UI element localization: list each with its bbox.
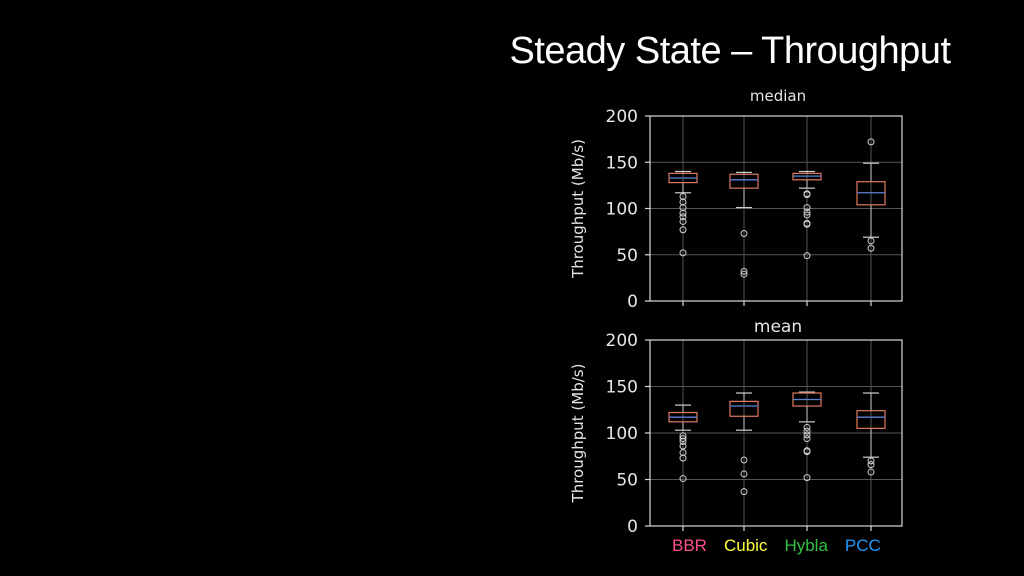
- outlier-point-bbr: [679, 249, 687, 257]
- outlier-point-cubic: [740, 488, 748, 496]
- legend-item-cubic: Cubic: [723, 536, 768, 555]
- y-tick-label: 0: [627, 292, 638, 312]
- box-cubic: [729, 173, 759, 189]
- box-cubic: [729, 400, 759, 417]
- outlier-point-bbr: [679, 475, 687, 483]
- outlier-point-bbr: [679, 442, 687, 450]
- outlier-point-bbr: [679, 437, 687, 445]
- outlier-point-hybla: [803, 431, 811, 439]
- y-axis-label: Throughput (Mb/s): [569, 139, 587, 279]
- y-tick-label: 100: [606, 200, 638, 220]
- y-tick-label: 200: [606, 331, 638, 351]
- y-tick-label: 150: [606, 153, 638, 173]
- outlier-point-cubic: [740, 270, 748, 278]
- outlier-point-hybla: [803, 191, 811, 199]
- chart-title: mean: [754, 317, 802, 337]
- y-tick-label: 0: [627, 517, 638, 537]
- outlier-point-bbr: [679, 435, 687, 443]
- outlier-point-cubic: [740, 470, 748, 478]
- outlier-point-cubic: [740, 229, 748, 237]
- outlier-point-hybla: [803, 474, 811, 482]
- legend-item-bbr: BBR: [672, 536, 707, 555]
- outlier-point-pcc: [867, 461, 875, 469]
- legend-item-pcc: PCC: [844, 536, 881, 555]
- slide-title: Steady State – Throughput: [509, 30, 951, 72]
- outlier-point-hybla: [803, 427, 811, 435]
- outlier-point-hybla: [803, 252, 811, 260]
- outlier-point-pcc: [867, 244, 875, 252]
- outlier-point-bbr: [679, 454, 687, 462]
- outlier-point-hybla: [803, 211, 811, 219]
- outlier-point-pcc: [867, 457, 875, 465]
- outlier-point-hybla: [803, 208, 811, 216]
- outlier-point-hybla: [803, 448, 811, 456]
- outlier-point-bbr: [679, 226, 687, 234]
- y-tick-label: 100: [606, 424, 638, 444]
- outlier-point-hybla: [803, 435, 811, 443]
- outlier-point-pcc: [867, 237, 875, 245]
- outlier-point-pcc: [867, 468, 875, 476]
- y-tick-label: 50: [616, 246, 638, 266]
- outlier-point-cubic: [740, 267, 748, 275]
- outlier-point-hybla: [803, 204, 811, 212]
- legend: BBR Cubic Hybla PCC: [672, 536, 881, 556]
- outlier-point-cubic: [740, 456, 748, 464]
- y-axis-label: Throughput (Mb/s): [569, 364, 587, 504]
- y-tick-label: 150: [606, 378, 638, 398]
- box-pcc: [856, 410, 886, 429]
- outlier-point-bbr: [679, 213, 687, 221]
- y-tick-label: 200: [606, 107, 638, 127]
- outlier-point-hybla: [803, 220, 811, 228]
- legend-item-hybla: Hybla: [784, 536, 828, 555]
- chart-title: median: [750, 87, 806, 105]
- outlier-point-bbr: [679, 217, 687, 225]
- y-tick-label: 50: [616, 471, 638, 491]
- outlier-point-bbr: [679, 209, 687, 217]
- outlier-point-pcc: [867, 138, 875, 146]
- outlier-point-hybla: [803, 423, 811, 431]
